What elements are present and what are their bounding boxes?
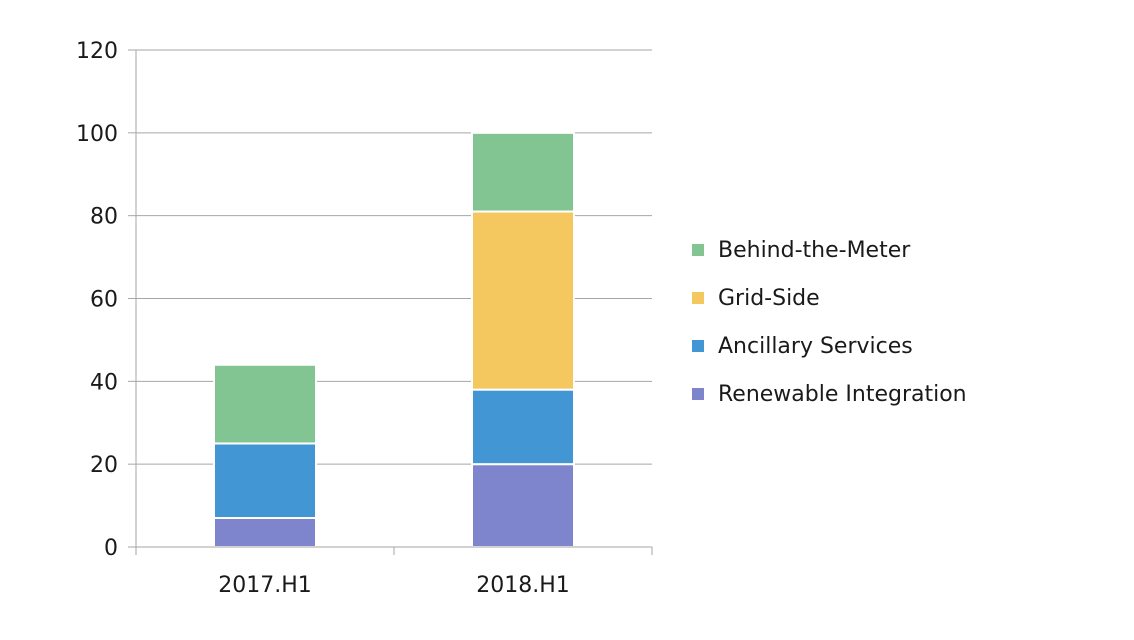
legend-swatch: [692, 340, 704, 352]
bar-segment-ancillary-services: [471, 388, 575, 466]
y-tick-label: 100: [76, 122, 118, 147]
legend-label: Behind-the-Meter: [718, 237, 911, 263]
legend-label: Grid-Side: [718, 285, 820, 311]
legend-label: Ancillary Services: [718, 333, 913, 359]
bars: [213, 131, 575, 549]
legend-swatch: [692, 388, 704, 400]
bar-segment-renewable-integration: [213, 517, 317, 549]
x-category-label: 2017.H1: [218, 573, 312, 598]
legend-item: Ancillary Services: [692, 322, 967, 370]
y-tick-label: 60: [90, 288, 118, 313]
legend-item: Grid-Side: [692, 274, 967, 322]
y-tick-label: 80: [90, 205, 118, 230]
legend: Behind-the-Meter Grid-Side Ancillary Servi…: [692, 226, 967, 418]
y-tick-label: 120: [76, 39, 118, 64]
bar-segment-renewable-integration: [471, 463, 575, 548]
bar-segment-grid-side: [471, 210, 575, 391]
bar-segment-behind-the-meter: [471, 131, 575, 213]
bar-segment-ancillary-services: [213, 442, 317, 520]
bar-segment-behind-the-meter: [213, 363, 317, 445]
legend-item: Behind-the-Meter: [692, 226, 967, 274]
y-tick-label: 0: [104, 536, 118, 561]
y-tick-label: 20: [90, 453, 118, 478]
legend-item: Renewable Integration: [692, 370, 967, 418]
legend-swatch: [692, 292, 704, 304]
legend-label: Renewable Integration: [718, 381, 967, 407]
x-category-label: 2018.H1: [476, 573, 570, 598]
axes: 2017.H1 2018.H1: [135, 50, 653, 598]
y-tick-label: 40: [90, 370, 118, 395]
legend-swatch: [692, 244, 704, 256]
